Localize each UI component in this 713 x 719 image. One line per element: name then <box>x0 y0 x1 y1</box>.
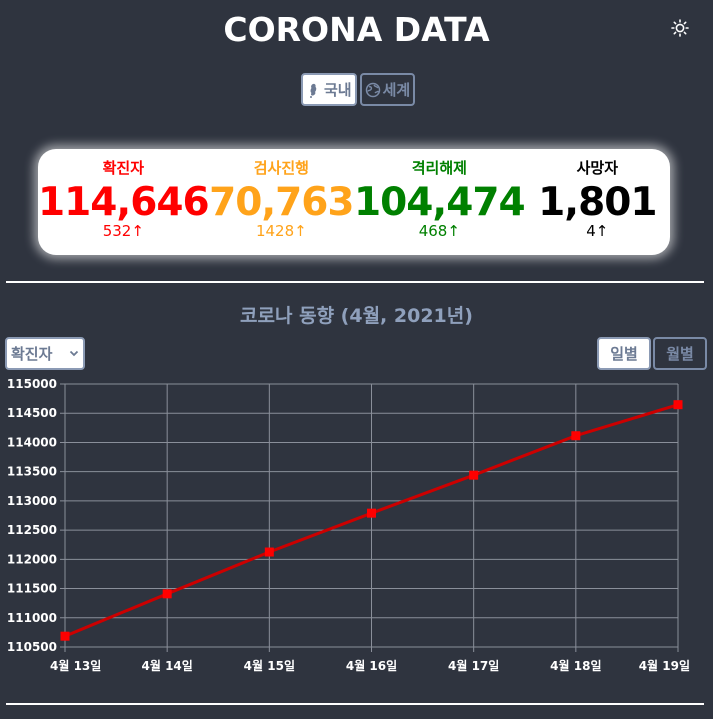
line-chart: 110500 111000 111500 112000 112500 113000 1135… <box>7 377 690 673</box>
stat-label: 격리해제 <box>411 159 467 177</box>
x-tick-label: 4월 18일 <box>550 658 601 673</box>
chart-title: 코로나 동향 (4월, 2021년) <box>240 305 473 327</box>
section-divider <box>6 281 704 283</box>
x-tick-label: 4월 16일 <box>346 658 397 673</box>
period-tabs: 일별 월별 <box>597 337 707 370</box>
y-tick-label: 115000 <box>7 377 57 391</box>
x-tick-label: 4월 13일 <box>50 658 101 673</box>
stat-deaths: 사망자 1,801 4↑ <box>525 149 670 255</box>
stat-delta: 4↑ <box>586 222 609 240</box>
region-tabs: 국내 세계 <box>301 73 416 106</box>
tab-world[interactable]: 세계 <box>359 73 416 106</box>
data-point <box>367 508 376 518</box>
theme-toggle-button[interactable] <box>668 16 692 40</box>
tab-domestic-label: 국내 <box>324 81 352 99</box>
app-title: CORONA DATA <box>223 10 490 49</box>
y-tick-label: 112500 <box>7 523 57 537</box>
metric-select-value: 확진자 <box>11 345 53 363</box>
bottom-divider <box>6 703 704 705</box>
chevron-down-icon <box>69 350 79 357</box>
y-tick-label: 113000 <box>7 494 57 508</box>
x-tick-label: 4월 17일 <box>448 658 499 673</box>
stat-value: 1,801 <box>538 180 657 225</box>
x-tick-label: 4월 14일 <box>142 658 193 673</box>
stat-value: 114,646 <box>38 180 210 225</box>
y-tick-label: 111000 <box>7 611 57 625</box>
data-point <box>162 589 172 599</box>
x-tick-label: 4월 19일 <box>639 658 690 673</box>
x-tick-label: 4월 15일 <box>244 658 295 673</box>
tab-world-label: 세계 <box>382 81 411 99</box>
y-tick-label: 114000 <box>7 435 57 449</box>
data-point <box>60 631 70 641</box>
stats-card: 확진자 114,646 532↑ 검사진행 70,763 1428↑ 격리해제 … <box>38 149 670 255</box>
stat-delta: 532↑ <box>102 222 144 240</box>
stat-value: 104,474 <box>354 180 526 225</box>
stat-released: 격리해제 104,474 468↑ <box>354 149 526 255</box>
stat-label: 확진자 <box>102 159 145 177</box>
stat-label: 검사진행 <box>253 159 309 177</box>
y-tick-label: 110500 <box>7 640 57 654</box>
tab-domestic[interactable]: 국내 <box>301 73 357 106</box>
tab-monthly[interactable]: 월별 <box>653 337 707 370</box>
globe-icon <box>365 82 380 97</box>
data-point <box>469 470 479 480</box>
y-tick-label: 114500 <box>7 406 57 420</box>
stat-testing: 검사진행 70,763 1428↑ <box>209 149 355 255</box>
y-tick-label: 112000 <box>7 552 57 566</box>
data-point <box>673 400 683 410</box>
data-point <box>264 547 274 557</box>
stat-label: 사망자 <box>576 159 619 177</box>
y-tick-label: 113500 <box>7 465 57 479</box>
data-point <box>571 431 581 441</box>
metric-select[interactable]: 확진자 <box>5 337 85 370</box>
stat-value: 70,763 <box>209 180 355 225</box>
korea-map-icon <box>310 83 317 98</box>
sun-icon <box>671 19 689 37</box>
tab-daily[interactable]: 일별 <box>597 337 651 370</box>
stat-delta: 1428↑ <box>255 222 307 240</box>
stat-delta: 468↑ <box>418 222 460 240</box>
stat-confirmed: 확진자 114,646 532↑ <box>38 149 210 255</box>
y-tick-label: 111500 <box>7 582 57 596</box>
